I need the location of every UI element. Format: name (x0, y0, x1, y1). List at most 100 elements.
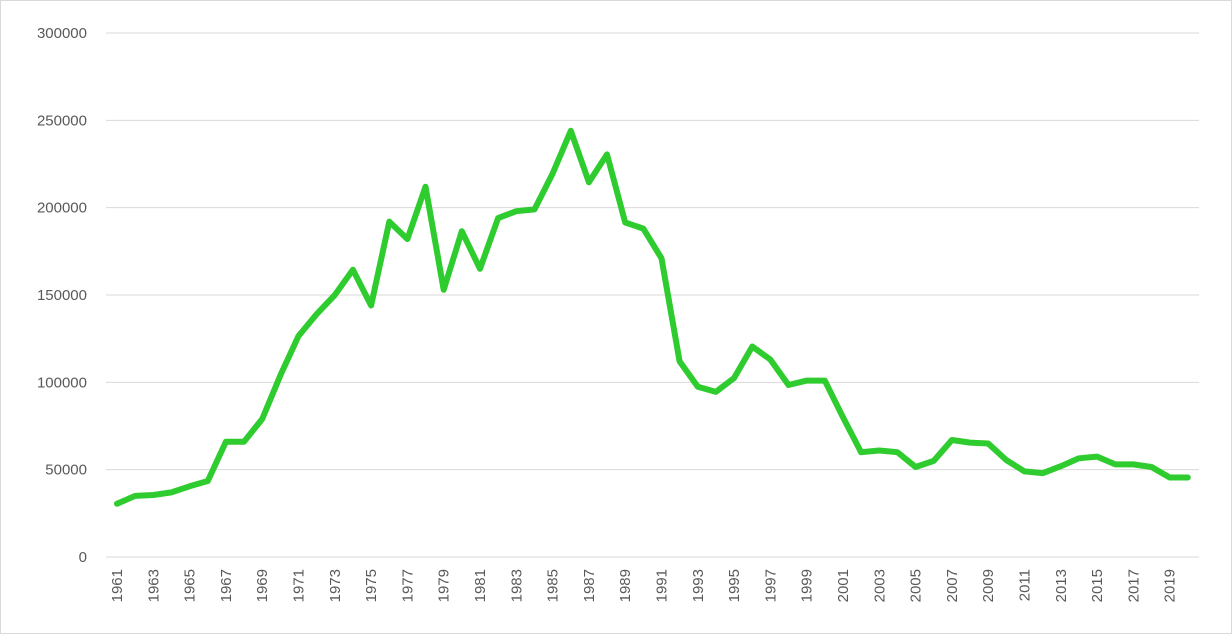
x-axis-tick-labels: 1961 1963 1965 1967 1969 1971 1973 1975 1977 1979… (109, 569, 1179, 602)
x-tick-label: 1995 (726, 569, 743, 602)
y-tick-label: 200000 (37, 200, 87, 217)
data-point (677, 358, 683, 364)
data-point (1185, 475, 1191, 481)
x-tick-label: 1981 (472, 569, 489, 602)
data-point (368, 302, 374, 308)
x-tick-label: 1987 (581, 569, 598, 602)
data-point (967, 440, 973, 446)
x-tick-label: 1991 (654, 569, 671, 602)
data-point (241, 439, 247, 445)
x-tick-label: 1993 (690, 569, 707, 602)
x-tick-label: 2015 (1089, 569, 1106, 602)
x-tick-label: 1989 (617, 569, 634, 602)
data-point (132, 493, 138, 499)
x-tick-label: 1985 (545, 569, 562, 602)
data-point (604, 151, 610, 157)
data-point (404, 236, 410, 242)
data-point (804, 378, 810, 384)
x-tick-label: 2009 (980, 569, 997, 602)
data-point (858, 449, 864, 455)
x-tick-label: 1999 (799, 569, 816, 602)
x-tick-label: 1983 (508, 569, 525, 602)
x-tick-label: 1975 (363, 569, 380, 602)
y-tick-label: 300000 (37, 25, 87, 42)
x-tick-label: 1977 (399, 569, 416, 602)
x-tick-label: 2007 (944, 569, 961, 602)
data-point (205, 478, 211, 484)
data-point (277, 372, 283, 378)
data-point (1094, 454, 1100, 460)
data-point (187, 483, 193, 489)
data-point (786, 382, 792, 388)
data-point (913, 464, 919, 470)
x-tick-label: 1973 (327, 569, 344, 602)
x-tick-label: 1961 (109, 569, 126, 602)
data-point (168, 489, 174, 495)
data-point (586, 179, 592, 185)
x-tick-label: 1963 (145, 569, 162, 602)
data-point (1022, 468, 1028, 474)
x-tick-label: 1979 (436, 569, 453, 602)
y-tick-label: 0 (79, 549, 87, 566)
series-line (114, 127, 1191, 507)
data-point (314, 311, 320, 317)
data-point (876, 447, 882, 453)
y-axis-tick-labels: 0 50000 100000 150000 200000 250000 300000 (37, 25, 87, 566)
series-layer (114, 127, 1191, 507)
data-point (1076, 455, 1082, 461)
data-point (150, 492, 156, 498)
data-point (495, 215, 501, 221)
x-tick-label: 1997 (762, 569, 779, 602)
data-point (840, 414, 846, 420)
data-point (822, 378, 828, 384)
data-point (767, 357, 773, 363)
data-point (1003, 457, 1009, 463)
x-tick-label: 2005 (908, 569, 925, 602)
data-point (949, 437, 955, 443)
y-tick-label: 250000 (37, 112, 87, 129)
data-point (695, 384, 701, 390)
data-point (114, 501, 120, 507)
data-point (550, 171, 556, 177)
x-tick-label: 2013 (1053, 569, 1070, 602)
x-tick-label: 2019 (1162, 569, 1179, 602)
gridlines (106, 32, 1199, 558)
y-tick-label: 50000 (45, 462, 87, 479)
data-point (332, 292, 338, 298)
data-point (423, 184, 429, 190)
x-tick-label: 2003 (871, 569, 888, 602)
data-point (731, 375, 737, 381)
data-point (640, 226, 646, 232)
x-tick-label: 1969 (254, 569, 271, 602)
data-point (659, 255, 665, 261)
data-point (459, 228, 465, 234)
x-tick-label: 2017 (1125, 569, 1142, 602)
x-tick-label: 1967 (218, 569, 235, 602)
data-point (894, 449, 900, 455)
data-point (985, 440, 991, 446)
x-tick-label: 1965 (182, 569, 199, 602)
y-tick-label: 150000 (37, 287, 87, 304)
data-point (477, 266, 483, 272)
data-point (1058, 463, 1064, 469)
x-tick-label: 2011 (1017, 569, 1034, 601)
data-point (622, 220, 628, 226)
data-point (1112, 461, 1118, 467)
data-point (1167, 475, 1173, 481)
data-point (531, 206, 537, 212)
x-tick-label: 2001 (835, 569, 852, 602)
data-point (296, 333, 302, 339)
data-point (259, 416, 265, 422)
x-tick-label: 1971 (291, 569, 308, 602)
data-point (713, 389, 719, 395)
data-point (568, 128, 574, 134)
data-point (223, 439, 229, 445)
data-point (386, 219, 392, 225)
data-point (1040, 470, 1046, 476)
data-point (513, 208, 519, 214)
data-point (931, 458, 937, 464)
data-point (1130, 461, 1136, 467)
y-tick-label: 100000 (37, 374, 87, 391)
